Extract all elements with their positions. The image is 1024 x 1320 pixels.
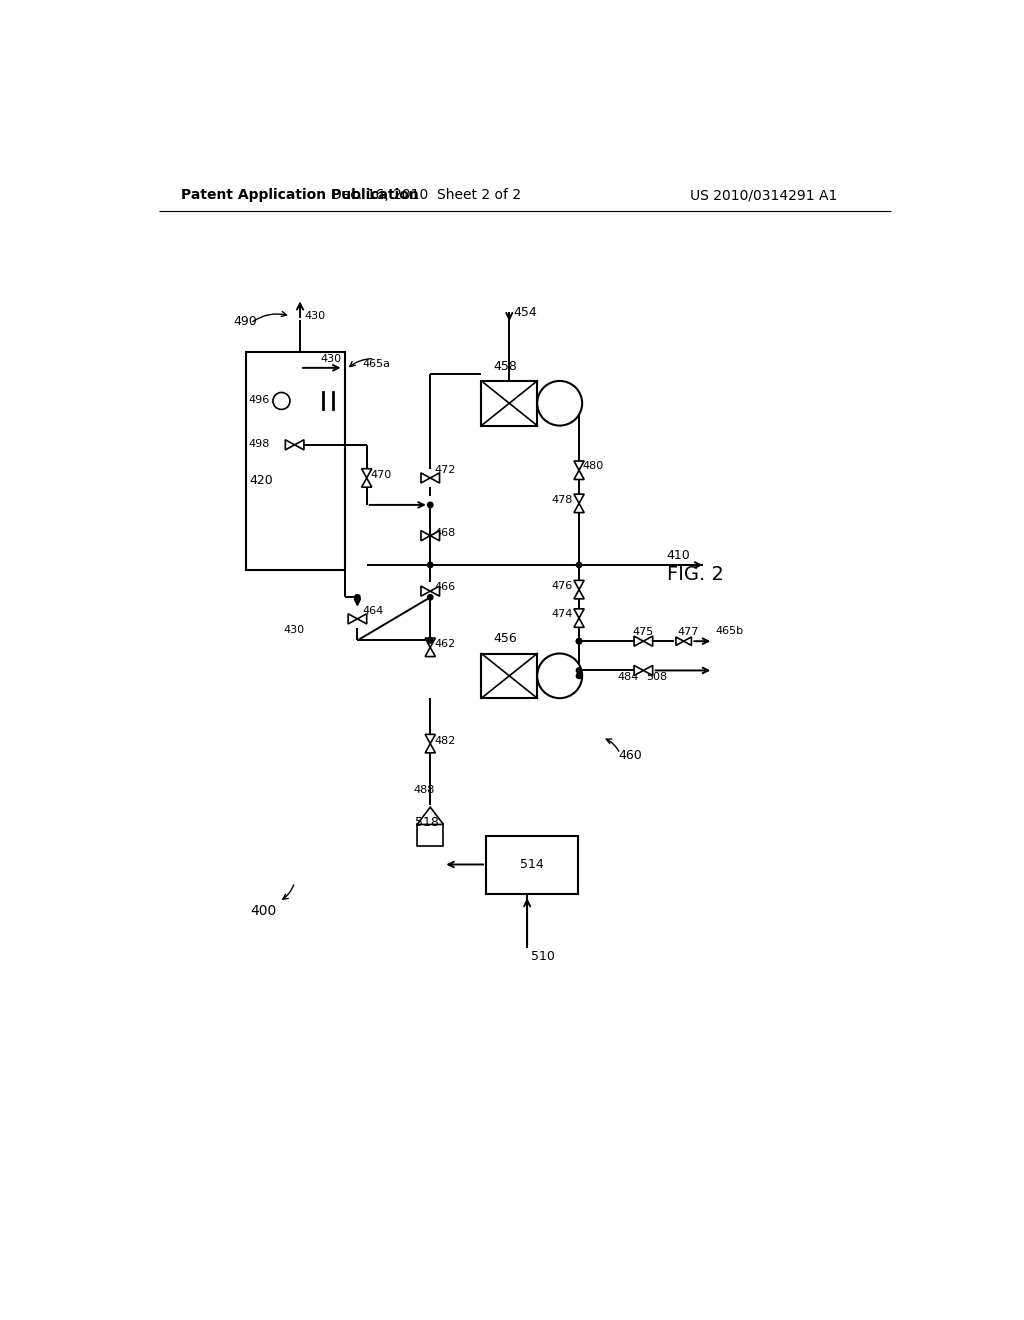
Polygon shape [573, 461, 584, 470]
Text: 484: 484 [617, 672, 638, 681]
Text: 477: 477 [678, 627, 698, 638]
Polygon shape [348, 614, 357, 624]
Text: 476: 476 [552, 581, 573, 591]
Circle shape [577, 562, 582, 568]
Text: 510: 510 [531, 950, 555, 964]
Text: 454: 454 [513, 306, 537, 319]
Text: 470: 470 [371, 470, 392, 480]
Circle shape [577, 639, 582, 644]
Text: 480: 480 [583, 462, 604, 471]
Text: 458: 458 [494, 360, 517, 372]
Text: 482: 482 [434, 735, 456, 746]
Polygon shape [684, 638, 691, 645]
Polygon shape [425, 638, 435, 647]
Circle shape [428, 562, 433, 568]
Polygon shape [286, 440, 295, 450]
Text: 490: 490 [233, 315, 257, 329]
Polygon shape [573, 590, 584, 599]
Bar [481, 381, 538, 425]
Polygon shape [361, 469, 372, 478]
Circle shape [538, 381, 583, 425]
Text: 464: 464 [362, 606, 384, 616]
Polygon shape [417, 807, 443, 825]
Text: 462: 462 [434, 639, 456, 649]
Text: 508: 508 [646, 672, 668, 681]
Polygon shape [421, 531, 430, 541]
Polygon shape [425, 734, 435, 743]
Text: 460: 460 [618, 748, 642, 762]
Text: 478: 478 [552, 495, 573, 506]
Text: 465a: 465a [362, 359, 390, 370]
Text: Patent Application Publication: Patent Application Publication [180, 189, 419, 202]
Polygon shape [573, 470, 584, 479]
Text: 465b: 465b [716, 626, 743, 636]
Text: 496: 496 [248, 395, 269, 405]
Text: 430: 430 [283, 626, 304, 635]
Polygon shape [643, 665, 652, 676]
Polygon shape [430, 531, 439, 541]
Text: 430: 430 [321, 354, 341, 364]
Polygon shape [421, 473, 430, 483]
Circle shape [577, 673, 582, 678]
Circle shape [428, 502, 433, 508]
Bar [486, 836, 578, 894]
Circle shape [354, 594, 360, 601]
Polygon shape [634, 636, 643, 647]
Polygon shape [425, 647, 435, 656]
Text: 456: 456 [494, 632, 517, 645]
Circle shape [273, 392, 290, 409]
Text: FIG. 2: FIG. 2 [667, 565, 724, 583]
Polygon shape [573, 581, 584, 590]
Polygon shape [676, 638, 684, 645]
Circle shape [428, 594, 433, 601]
Polygon shape [357, 614, 367, 624]
Text: 430: 430 [305, 312, 326, 321]
Circle shape [577, 639, 582, 644]
Text: 518: 518 [415, 816, 438, 829]
Polygon shape [573, 503, 584, 512]
Polygon shape [295, 440, 304, 450]
Text: Dec. 16, 2010  Sheet 2 of 2: Dec. 16, 2010 Sheet 2 of 2 [332, 189, 521, 202]
Polygon shape [573, 609, 584, 618]
Text: 400: 400 [251, 904, 276, 919]
Text: 475: 475 [633, 627, 653, 638]
Polygon shape [421, 586, 430, 597]
Text: 420: 420 [250, 474, 273, 487]
Polygon shape [430, 473, 439, 483]
Text: 474: 474 [552, 610, 573, 619]
Text: 498: 498 [248, 440, 269, 449]
Text: 466: 466 [434, 582, 456, 593]
Text: 488: 488 [414, 785, 434, 795]
Polygon shape [430, 586, 439, 597]
Text: 410: 410 [667, 549, 690, 562]
Polygon shape [643, 636, 652, 647]
Text: US 2010/0314291 A1: US 2010/0314291 A1 [690, 189, 838, 202]
Polygon shape [425, 743, 435, 752]
Bar [246, 352, 345, 570]
Text: 468: 468 [434, 528, 456, 537]
Bar [417, 825, 443, 846]
Bar [481, 653, 538, 698]
Text: 514: 514 [520, 858, 544, 871]
Circle shape [538, 653, 583, 698]
Polygon shape [573, 618, 584, 627]
Polygon shape [634, 665, 643, 676]
Polygon shape [573, 494, 584, 503]
Circle shape [577, 668, 582, 673]
Text: 472: 472 [434, 465, 456, 475]
Polygon shape [361, 478, 372, 487]
Circle shape [428, 638, 433, 643]
